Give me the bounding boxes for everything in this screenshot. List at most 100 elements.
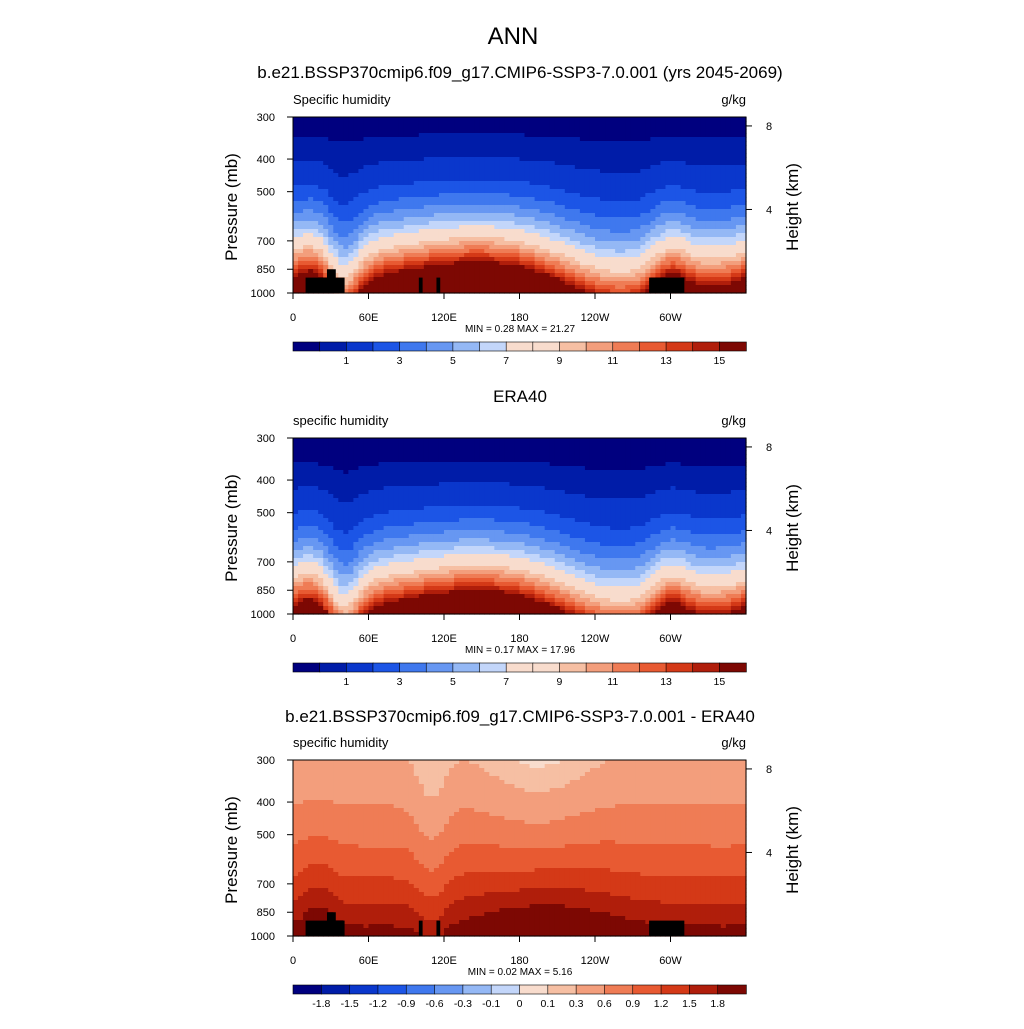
contour-cell (424, 466, 430, 471)
contour-cell (419, 249, 425, 254)
contour-cell (580, 273, 586, 278)
contour-cell (358, 157, 364, 162)
contour-cell (681, 261, 687, 266)
contour-cell (736, 165, 742, 170)
contour-cell (555, 237, 561, 242)
contour-cell (560, 438, 566, 443)
contour-cell (399, 181, 405, 186)
contour-cell (429, 462, 435, 467)
colorbar-label: 11 (607, 355, 618, 367)
contour-cell (348, 261, 354, 266)
contour-cell (499, 478, 505, 483)
contour-cell (530, 193, 536, 198)
contour-cell (399, 285, 405, 290)
contour-cell (671, 201, 677, 206)
contour-cell (575, 145, 581, 150)
contour-cell (721, 474, 727, 479)
contour-cell (449, 474, 455, 479)
contour-cell (681, 446, 687, 451)
contour-cell (625, 249, 631, 254)
contour-cell (369, 466, 375, 471)
contour-cell (509, 458, 515, 463)
contour-cell (620, 213, 626, 218)
contour-cell (565, 273, 571, 278)
colorbar-swatch (586, 342, 613, 351)
contour-cell (399, 117, 405, 122)
contour-cell (545, 253, 551, 258)
contour-cell (590, 257, 596, 262)
contour-cell (615, 285, 621, 290)
contour-cell (625, 446, 631, 451)
contour-cell (379, 213, 385, 218)
contour-cell (374, 173, 380, 178)
contour-cell (630, 285, 636, 290)
contour-cell (308, 125, 314, 130)
contour-cell (499, 117, 505, 122)
contour-cell (600, 117, 606, 122)
contour-cell (580, 442, 586, 447)
contour-cell (363, 249, 369, 254)
contour-cell (489, 149, 495, 154)
contour-cell (318, 253, 324, 258)
contour-cell (570, 265, 576, 270)
contour-cell (726, 197, 732, 202)
contour-cell (721, 129, 727, 134)
contour-cell (535, 241, 541, 246)
contour-cell (298, 201, 304, 206)
contour-cell (394, 466, 400, 471)
contour-cell (394, 141, 400, 146)
contour-cell (615, 121, 621, 126)
contour-cell (585, 281, 591, 286)
contour-cell (731, 189, 737, 194)
contour-cell (469, 177, 475, 182)
contour-cell (394, 229, 400, 234)
variable-label: specific humidity (293, 413, 389, 428)
contour-cell (610, 197, 616, 202)
contour-cell (328, 249, 334, 254)
contour-cell (630, 193, 636, 198)
contour-cell (298, 241, 304, 246)
contour-cell (721, 281, 727, 286)
contour-cell (630, 233, 636, 238)
contour-cell (630, 438, 636, 443)
colorbar-label: 1 (343, 355, 349, 367)
contour-cell (550, 189, 556, 194)
contour-cell (404, 269, 410, 274)
contour-cell (353, 462, 359, 467)
contour-cell (409, 245, 415, 250)
contour-cell (696, 177, 702, 182)
contour-cell (711, 229, 717, 234)
contour-cell (691, 241, 697, 246)
contour-cell (550, 253, 556, 258)
contour-cell (444, 165, 450, 170)
contour-cell (504, 458, 510, 463)
contour-cell (439, 474, 445, 479)
contour-cell (469, 478, 475, 483)
contour-cell (353, 157, 359, 162)
contour-cell (489, 257, 495, 262)
contour-cell (681, 197, 687, 202)
contour-cell (691, 217, 697, 222)
contour-cell (560, 141, 566, 146)
contour-cell (676, 125, 682, 130)
contour-cell (615, 277, 621, 282)
contour-cell (590, 213, 596, 218)
contour-cell (620, 446, 626, 451)
contour-cell (706, 438, 712, 443)
contour-cell (530, 466, 536, 471)
contour-cell (686, 137, 692, 142)
contour-cell (696, 257, 702, 262)
contour-cell (323, 133, 329, 138)
contour-cell (605, 213, 611, 218)
contour-cell (409, 269, 415, 274)
contour-cell (499, 249, 505, 254)
contour-cell (374, 169, 380, 174)
contour-cell (721, 137, 727, 142)
contour-cell (419, 189, 425, 194)
contour-cell (520, 245, 526, 250)
contour-cell (494, 257, 500, 262)
contour-cell (650, 201, 656, 206)
contour-cell (701, 125, 707, 130)
contour-cell (419, 137, 425, 142)
contour-cell (474, 253, 480, 258)
